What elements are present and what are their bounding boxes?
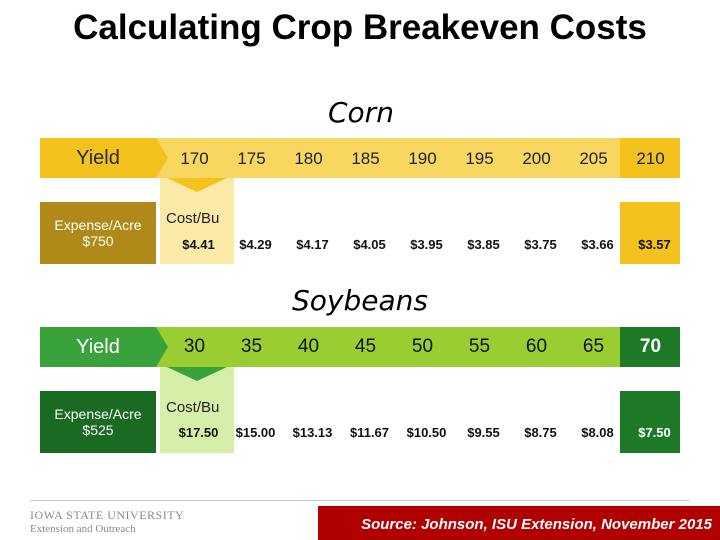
- corn-yield-label: Yield: [76, 146, 120, 169]
- soy-yield-row: 30 35 40 45 50 55 60 65 70: [166, 336, 679, 358]
- soy-yield-cell: 45: [354, 336, 377, 357]
- soy-yield-chevron: [156, 327, 168, 367]
- soy-yield-cell: 30: [183, 336, 206, 357]
- corn-cost-last-highlight: [620, 202, 680, 264]
- soybeans-heading: Soybeans: [292, 284, 428, 317]
- isu-logo-line2: Extension and Outreach: [30, 523, 136, 535]
- corn-cost-cell: $4.29: [239, 237, 272, 252]
- soy-cost-last-highlight: [620, 391, 680, 453]
- soy-cost-cell: $8.08: [581, 425, 614, 440]
- corn-yield-chevron: [156, 138, 168, 178]
- corn-yield-cell: 170: [180, 149, 209, 168]
- soy-yield-cell: 60: [525, 336, 548, 357]
- soy-cost-cell: $10.50: [406, 425, 447, 440]
- soy-expense-value: $525: [82, 422, 114, 438]
- soy-cost-cell: $8.75: [524, 425, 557, 440]
- corn-cost-cell: $3.95: [410, 237, 443, 252]
- corn-cost-cell: $4.41: [182, 237, 215, 252]
- corn-yield-cell: 175: [237, 149, 266, 168]
- soy-yield-cell: 35: [240, 336, 263, 357]
- corn-cost-cell: $3.75: [524, 237, 557, 252]
- footer-divider: [30, 500, 690, 501]
- corn-cost-first-highlight: [160, 202, 234, 264]
- soy-cost-cell: $17.50: [178, 425, 219, 440]
- soy-down-arrow: [167, 367, 227, 381]
- page-title: Calculating Crop Breakeven Costs: [73, 8, 647, 47]
- corn-expense-box: Expense/Acre $750: [40, 202, 156, 264]
- corn-cost-cell: $3.57: [638, 237, 671, 252]
- isu-logo: IOWA STATE UNIVERSITY Extension and Outr…: [30, 508, 184, 535]
- soy-expense-label: Expense/Acre: [54, 406, 142, 422]
- soy-yield-label: Yield: [76, 335, 120, 358]
- corn-yield-cell: 180: [294, 149, 323, 168]
- corn-cost-cell: $3.66: [581, 237, 614, 252]
- soy-yield-cell: 55: [468, 336, 491, 357]
- soy-cost-label: Cost/Bu: [166, 399, 220, 416]
- corn-expense-value: $750: [82, 233, 114, 249]
- soy-yield-cell: 70: [639, 336, 662, 357]
- soy-yield-label-box: Yield: [40, 327, 156, 367]
- corn-yield-cell: 185: [351, 149, 380, 168]
- corn-heading: Corn: [328, 96, 394, 129]
- corn-yield-cell: 195: [465, 149, 494, 168]
- footer-source-bar: [318, 506, 720, 540]
- soy-cost-row: $17.50 $15.00 $13.13 $11.67 $10.50 $9.55…: [170, 425, 683, 440]
- soy-cost-first-highlight: [160, 391, 234, 453]
- corn-cost-row: $4.41 $4.29 $4.17 $4.05 $3.95 $3.85 $3.7…: [170, 237, 683, 252]
- soy-yield-cell: 65: [582, 336, 605, 357]
- soy-cost-cell: $15.00: [235, 425, 276, 440]
- corn-yield-highlight: [620, 138, 680, 178]
- isu-logo-line1: IOWA STATE UNIVERSITY: [30, 508, 185, 522]
- corn-yield-cell: 205: [579, 149, 608, 168]
- corn-expense-label: Expense/Acre: [54, 217, 142, 233]
- soy-cost-cell: $7.50: [638, 425, 671, 440]
- soy-yield-cell: 40: [297, 336, 320, 357]
- corn-yield-label-box: Yield: [40, 138, 156, 178]
- soy-cost-cell: $11.67: [349, 425, 390, 440]
- soy-cost-cell: $9.55: [467, 425, 500, 440]
- corn-down-arrow: [167, 178, 227, 192]
- corn-cost-cell: $3.85: [467, 237, 500, 252]
- corn-cost-cell: $4.05: [353, 237, 386, 252]
- corn-yield-cell: 210: [636, 149, 665, 168]
- soy-yield-cell: 50: [411, 336, 434, 357]
- soy-yield-highlight: [620, 327, 680, 367]
- corn-yield-row: 170 175 180 185 190 195 200 205 210: [166, 149, 679, 169]
- corn-yield-cell: 190: [408, 149, 437, 168]
- soy-expense-box: Expense/Acre $525: [40, 391, 156, 453]
- corn-cost-label: Cost/Bu: [166, 210, 220, 227]
- corn-cost-cell: $4.17: [296, 237, 329, 252]
- source-citation: Source: Johnson, ISU Extension, November…: [361, 516, 712, 533]
- corn-yield-cell: 200: [522, 149, 551, 168]
- soy-cost-cell: $13.13: [292, 425, 333, 440]
